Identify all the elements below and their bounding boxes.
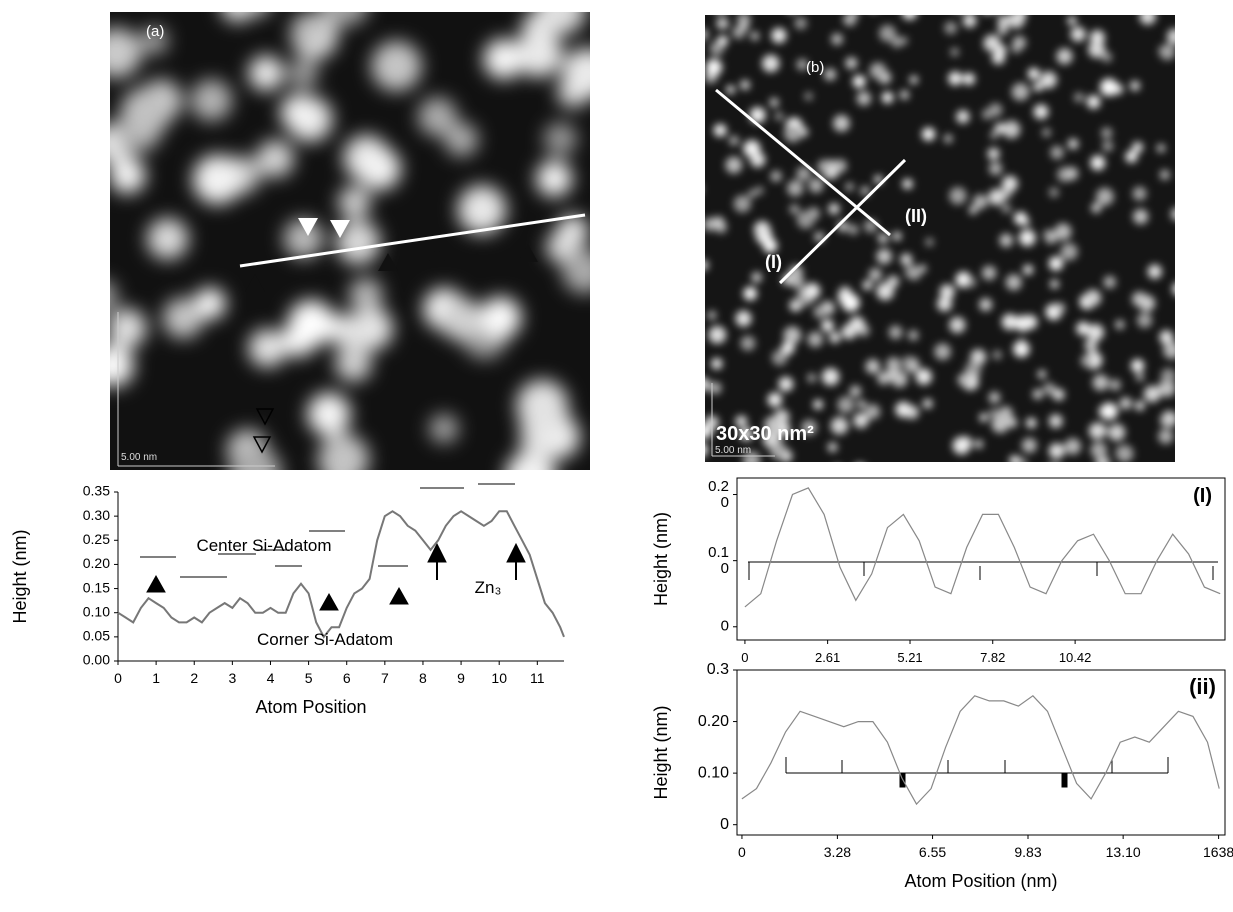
x-tick-label: 7.82 xyxy=(980,650,1005,665)
y-tick-label: 0.15 xyxy=(83,579,110,595)
panel-label: (b) xyxy=(806,59,824,76)
image-a-overlay: (a) 5.00 nm xyxy=(117,23,586,467)
x-tick-label: 6 xyxy=(343,670,351,686)
image-b-overlay: (b) (I) (II) 5.00 nm 30x30 nm² xyxy=(711,59,927,457)
x-tick-label: 1 xyxy=(152,670,160,686)
x-tick-label: 6.55 xyxy=(919,844,946,860)
y-tick-label: 0.20 xyxy=(698,713,729,730)
y-tick-label: 0.10 xyxy=(83,603,110,619)
x-axis-title: Atom Position xyxy=(255,697,366,717)
plot-frame xyxy=(736,477,1226,641)
y-tick-label: 0.30 xyxy=(83,507,110,523)
annotation: Corner Si-Adatom xyxy=(257,630,393,649)
x-tick-label: 4 xyxy=(267,670,275,686)
x-tick-label: 0 xyxy=(114,670,122,686)
annotation: (I) xyxy=(1193,485,1212,507)
line-label: (I) xyxy=(765,252,782,272)
size-label: 30x30 nm² xyxy=(716,423,814,445)
profile-line xyxy=(741,695,1220,806)
y-tick-label: 0 xyxy=(720,816,729,833)
plot-frame xyxy=(736,669,1226,836)
scale-label: 5.00 nm xyxy=(121,452,157,463)
x-tick-label: 9.83 xyxy=(1014,844,1041,860)
line-label: (II) xyxy=(905,206,927,226)
x-tick-label: 10.42 xyxy=(1059,650,1092,665)
y-tick-label: 0.10 xyxy=(698,764,729,781)
x-tick-label: 9 xyxy=(457,670,465,686)
y-axis-title: Height (nm) xyxy=(10,529,30,623)
x-tick-label: 2 xyxy=(190,670,198,686)
y-tick-label: 0.35 xyxy=(83,483,110,499)
y-tick-label: 0.00 xyxy=(83,652,110,668)
x-tick-label: 1638 xyxy=(1203,844,1233,860)
y-axis-title: Height (nm) xyxy=(651,512,671,606)
y-tick-label: 0.25 xyxy=(83,531,110,547)
x-tick-label: 10 xyxy=(491,670,507,686)
profile-a-markers xyxy=(140,408,526,611)
panel-label: (a) xyxy=(146,23,164,40)
profile-line xyxy=(117,510,565,639)
annotation: Zn₃ xyxy=(475,578,502,597)
x-tick-label: 5.21 xyxy=(897,650,922,665)
x-tick-label: 13.10 xyxy=(1106,844,1141,860)
y-tick-label: 0.20 xyxy=(83,555,110,571)
x-tick-label: 3 xyxy=(228,670,236,686)
x-tick-label: 8 xyxy=(419,670,427,686)
x-tick-label: 2.61 xyxy=(815,650,840,665)
y-tick-label: 0 xyxy=(721,618,729,635)
x-tick-label: 7 xyxy=(381,670,389,686)
x-tick-label: 3.28 xyxy=(824,844,851,860)
x-tick-label: 0 xyxy=(741,650,748,665)
y-tick-label: 0.3 xyxy=(707,661,729,678)
y-tick-label: 0.05 xyxy=(83,628,110,644)
y-axis-title: Height (nm) xyxy=(651,705,671,799)
x-tick-label: 0 xyxy=(738,844,746,860)
profile-line xyxy=(744,487,1221,608)
annotation: Center Si-Adatom xyxy=(196,536,331,555)
x-axis-title: Atom Position (nm) xyxy=(904,871,1057,891)
scale-label: 5.00 nm xyxy=(715,445,751,456)
reference-lines xyxy=(748,561,1218,788)
x-tick-label: 5 xyxy=(305,670,313,686)
annotation: (ii) xyxy=(1189,674,1216,699)
x-tick-label: 11 xyxy=(530,670,545,686)
